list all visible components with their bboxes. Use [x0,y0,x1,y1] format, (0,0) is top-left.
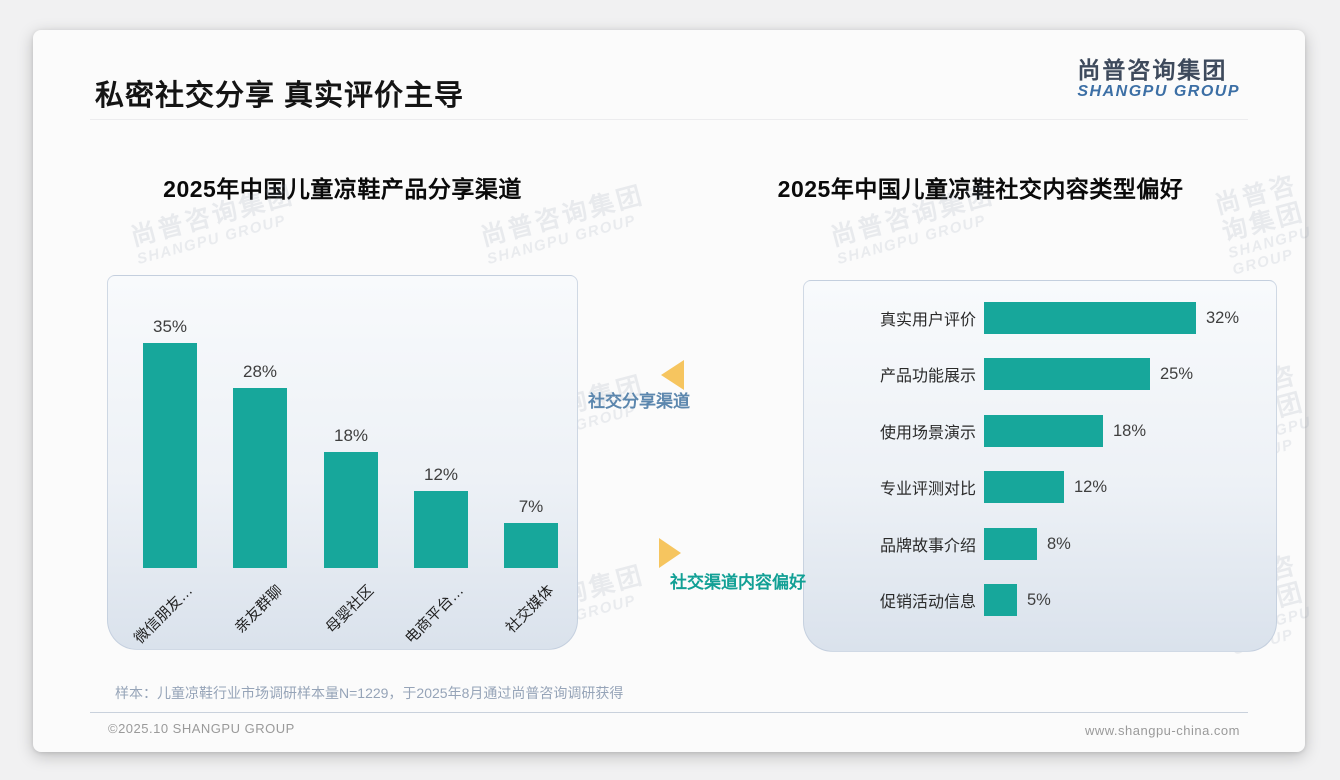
hbar-row: 真实用户评价 32% [804,302,1239,334]
bar-使用场景演示 [984,415,1103,447]
page-title: 私密社交分享 真实评价主导 [95,80,465,112]
hbar-category-label: 使用场景演示 [879,425,976,442]
right-chart-title: 2025年中国儿童凉鞋社交内容类型偏好 [777,176,1184,202]
bar-value-label: 12% [423,465,459,484]
watermark-en: SHANGPU GROUP [835,211,988,268]
slide-card: 私密社交分享 真实评价主导 尚普咨询集团 SHANGPU GROUP 尚普咨询集… [33,30,1313,752]
bar-电商平台… [414,491,468,568]
watermark-en: SHANGPU GROUP [485,211,638,268]
arrow-left-icon [661,360,684,390]
watermark-cn: 尚普咨询集团 [1212,170,1308,247]
content-pref-label: 社交渠道内容偏好 [670,573,806,592]
arrow-right-icon [659,538,681,568]
bar-品牌故事介绍 [984,528,1037,560]
right-chart-plot: 真实用户评价 32% 产品功能展示 25% 使用场景演示 18% 专业评测对比 12% 品牌故事… [804,281,1276,651]
hbar-value-label: 8% [1047,534,1071,553]
header-divider [90,119,1248,120]
bar-微信朋友… [143,343,197,568]
footer-divider [90,712,1248,713]
bar-促销活动信息 [984,584,1017,616]
left-chart-title: 2025年中国儿童凉鞋产品分享渠道 [163,176,522,202]
footer-website: www.shangpu-china.com [1084,723,1240,738]
logo-en-text: SHANGPU GROUP [1077,83,1240,101]
watermark-en: SHANGPU GROUP [135,211,288,268]
hbar-category-label: 专业评测对比 [879,481,976,498]
hbar-row: 品牌故事介绍 8% [804,528,1071,560]
footer-copyright: ©2025.10 SHANGPU GROUP [108,721,295,736]
bar-value-label: 28% [242,362,278,381]
hbar-value-label: 5% [1027,590,1051,609]
hbar-value-label: 32% [1206,308,1240,327]
hbar-value-label: 18% [1113,421,1147,440]
hbar-row: 促销活动信息 5% [804,584,1051,616]
watermark-en: SHANGPU GROUP [1226,223,1314,279]
hbar-category-label: 产品功能展示 [879,368,976,385]
bar-value-label: 18% [333,426,369,445]
bar-专业评测对比 [984,471,1064,503]
share-channel-label: 社交分享渠道 [588,392,690,411]
hbar-row: 使用场景演示 18% [804,415,1146,447]
bar-value-label: 7% [518,497,544,516]
bar-真实用户评价 [984,302,1196,334]
bar-社交媒体 [504,523,558,568]
company-logo: 尚普咨询集团 SHANGPU GROUP [1077,57,1240,102]
hbar-category-label: 真实用户评价 [879,312,976,329]
hbar-category-label: 品牌故事介绍 [879,538,976,555]
right-chart-panel: 真实用户评价 32% 产品功能展示 25% 使用场景演示 18% 专业评测对比 12% 品牌故事… [803,280,1277,652]
hbar-value-label: 25% [1160,364,1194,383]
bar-value-label: 35% [152,317,188,336]
bar-亲友群聊 [233,388,287,568]
hbar-category-label: 促销活动信息 [879,594,976,611]
bar-母婴社区 [324,452,378,568]
bar-产品功能展示 [984,358,1150,390]
logo-cn-text: 尚普咨询集团 [1077,57,1228,83]
left-chart-plot: 35% 微信朋友… 28% 亲友群聊 18% 母婴社区 12% 电商平台… 7% 社交媒体 [108,276,577,649]
source-note: 样本：儿童凉鞋行业市场调研样本量N=1229，于2025年8月通过尚普咨询调研获… [115,685,624,701]
hbar-row: 专业评测对比 12% [804,471,1107,503]
hbar-row: 产品功能展示 25% [804,358,1193,390]
hbar-value-label: 12% [1074,477,1108,496]
left-chart-panel: 35% 微信朋友… 28% 亲友群聊 18% 母婴社区 12% 电商平台… 7% 社交媒体 [107,275,578,650]
